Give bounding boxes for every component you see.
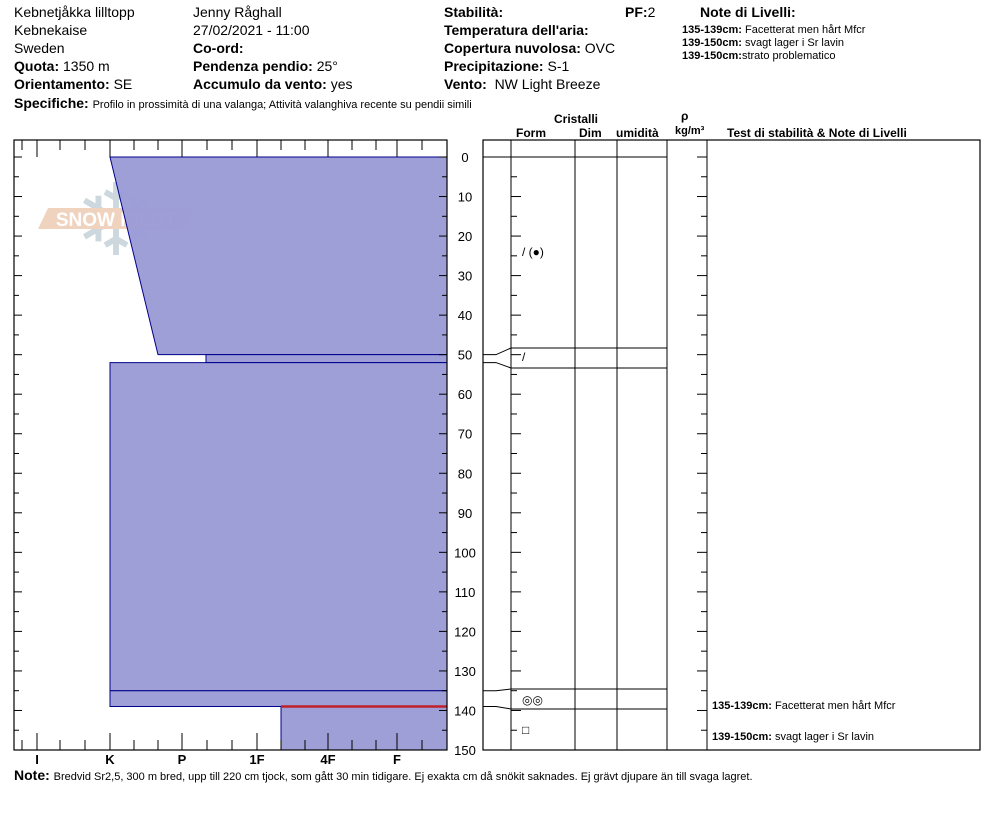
stability-note-text: Facetterat men hårt Mfcr	[775, 700, 896, 712]
stability-notes-header: Test di stabilità & Note di Livelli	[727, 126, 907, 140]
layer-note: 139-150cm:strato problematico	[682, 50, 835, 63]
elevation: Quota: 1350 m	[14, 58, 110, 74]
aspect-label: Orientamento:	[14, 76, 110, 92]
hardness-tick-label: 4F	[320, 752, 335, 767]
air-temp-label: Temperatura dell'aria:	[444, 22, 589, 38]
stability-label: Stabilità:	[444, 4, 504, 20]
size-header: Dim	[579, 126, 602, 140]
layer-boundary-line	[483, 362, 667, 369]
note-label: Note:	[14, 767, 50, 783]
location: Kebnetjåkka lilltopp	[14, 4, 135, 20]
sky-label: Copertura nuvolosa:	[444, 40, 581, 56]
depth-tick-label: 50	[458, 348, 472, 363]
depth-tick-label: 110	[455, 585, 476, 600]
depth-tick-label: 70	[458, 427, 472, 442]
stability-note-range: 135-139cm:	[712, 700, 775, 712]
hardness-layer	[109, 690, 448, 708]
depth-tick-label: 130	[454, 664, 476, 679]
grain-form-symbol: □	[522, 723, 529, 737]
precip-value: S-1	[547, 58, 570, 74]
hardness-layer	[109, 156, 448, 356]
layer-note-range: 139-150cm:	[682, 37, 742, 49]
depth-tick-label: 40	[458, 308, 472, 323]
crystals-header: Cristalli	[554, 112, 599, 126]
layer-note: 139-150cm: svagt lager i Sr lavin	[682, 37, 844, 50]
stability-note: 139-150cm: svagt lager i Sr lavin	[712, 731, 874, 743]
depth-tick-label: 60	[458, 387, 472, 402]
pf-label: PF:	[625, 4, 648, 20]
layer-note-text: svagt lager i Sr lavin	[745, 37, 845, 49]
hardness-plot-frame	[13, 139, 448, 751]
pf-value: 2	[647, 4, 656, 20]
wind-loading-value: yes	[330, 76, 353, 92]
depth-tick-label: 140	[454, 703, 476, 718]
note-text: Bredvid Sr2,5, 300 m bred, upp till 220 …	[53, 771, 753, 783]
depth-tick-label: 30	[458, 269, 472, 284]
moisture-header: umidità	[616, 126, 659, 140]
slope: Pendenza pendio: 25°	[193, 58, 338, 74]
country: Sweden	[14, 40, 65, 56]
density-unit: kg/m³	[675, 125, 705, 137]
density-symbol: ρ	[681, 109, 689, 123]
specifics-text: Profilo in prossimità di una valanga; At…	[92, 99, 472, 111]
wind-value: NW Light Breeze	[494, 76, 601, 92]
layer-table-frame	[482, 139, 981, 751]
hardness-tick-label: P	[178, 752, 187, 767]
layer-note-range: 135-139cm:	[682, 24, 742, 36]
stability-note: 135-139cm: Facetterat men hårt Mfcr	[712, 700, 896, 712]
slope-value: 25°	[316, 58, 338, 74]
observer: Jenny Råghall	[193, 4, 282, 20]
layer-note-range: 139-150cm:	[682, 50, 742, 62]
wind-loading-label: Accumulo da vento:	[193, 76, 327, 92]
coord-label: Co-ord:	[193, 40, 244, 56]
footer-note: Note: Bredvid Sr2,5, 300 m bred, upp til…	[14, 767, 753, 785]
layer-boundary-line	[483, 706, 667, 710]
wind-loading: Accumulo da vento: yes	[193, 76, 352, 92]
wind-label: Vento:	[444, 76, 487, 92]
hardness-tick-label: 1F	[249, 752, 264, 767]
precip-label: Precipitazione:	[444, 58, 544, 74]
depth-tick-label: 20	[458, 229, 472, 244]
depth-tick-label: 90	[458, 506, 472, 521]
sky-value: OVC	[584, 40, 616, 56]
depth-tick-label: 10	[458, 190, 472, 205]
elevation-value: 1350 m	[63, 58, 110, 74]
hardness-tick-label: F	[393, 752, 401, 767]
hardness-layer	[205, 354, 448, 364]
stability-note-text: svagt lager i Sr lavin	[775, 731, 874, 743]
layer-note-text: Facetterat men hårt Mfcr	[745, 24, 866, 36]
grain-form-symbol: /	[522, 350, 526, 364]
layer-boundary-line	[483, 688, 667, 692]
form-header: Form	[516, 126, 546, 140]
layer-note-text: strato problematico	[741, 50, 836, 62]
aspect: Orientamento: SE	[14, 76, 132, 92]
region: Kebnekaise	[14, 22, 88, 38]
stability-note-range: 139-150cm:	[712, 731, 775, 743]
depth-tick-label: 120	[454, 624, 476, 639]
depth-tick-label: 80	[458, 466, 472, 481]
specifics-label: Specifiche:	[14, 95, 89, 111]
precip: Precipitazione: S-1	[444, 58, 569, 74]
wind: Vento: NW Light Breeze	[444, 76, 600, 92]
layer-boundary-line	[483, 347, 667, 356]
depth-tick-label: 150	[454, 743, 476, 758]
grain-form-symbol: ◎◎	[522, 693, 543, 707]
pf: PF:2	[625, 4, 655, 20]
slope-label: Pendenza pendio:	[193, 58, 313, 74]
layer-note: 135-139cm: Facetterat men hårt Mfcr	[682, 24, 865, 37]
sky: Copertura nuvolosa: OVC	[444, 40, 615, 56]
hardness-tick-label: K	[105, 752, 115, 767]
layer-notes-title: Note di Livelli:	[700, 4, 796, 20]
specifics: Specifiche: Profilo in prossimità di una…	[14, 95, 472, 113]
aspect-value: SE	[113, 76, 133, 92]
elevation-label: Quota:	[14, 58, 60, 74]
grain-form-symbol: / (●)	[522, 245, 544, 259]
hardness-tick-label: I	[35, 752, 39, 767]
depth-tick-label: 100	[454, 545, 476, 560]
hardness-layer	[109, 362, 448, 692]
depth-tick-label: 0	[461, 150, 468, 165]
datetime: 27/02/2021 - 11:00	[193, 22, 310, 38]
